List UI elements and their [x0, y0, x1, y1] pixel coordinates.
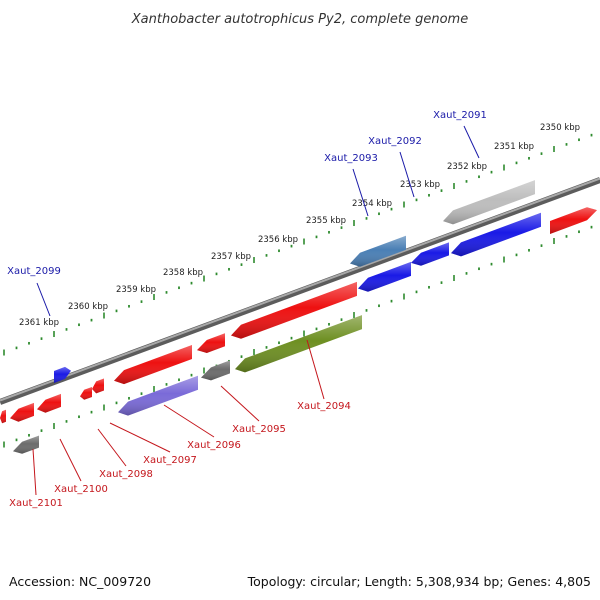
gene-arrow-shading — [350, 235, 406, 267]
kbp-label: 2361 kbp — [19, 318, 59, 328]
gene-arrow-shading — [443, 180, 535, 225]
kbp-tick-tracks — [3, 133, 593, 448]
gene-arrow-shading — [80, 387, 92, 400]
gene-arrow-shading — [197, 333, 225, 353]
gene-label-top[interactable]: Xaut_2093 — [324, 153, 378, 164]
gene-label-leader — [163, 404, 215, 438]
gene-features — [0, 180, 597, 454]
gene-arrow-shading — [114, 345, 192, 385]
gene-arrow-shading — [235, 315, 362, 373]
kbp-label: 2353 kbp — [400, 180, 440, 190]
gene-label-leader — [399, 151, 415, 198]
gene-label-bottom[interactable]: Xaut_2096 — [187, 440, 241, 451]
gene-arrow-shading — [54, 366, 71, 383]
gene-arrow-shading — [10, 402, 34, 422]
gene-arrow-shading — [358, 261, 411, 292]
gene-label-leader — [97, 428, 127, 467]
gene-label-leader — [36, 282, 51, 317]
gene-arrow-shading — [550, 207, 597, 234]
gene-label-bottom[interactable]: Xaut_2100 — [54, 484, 108, 495]
kbp-label: 2360 kbp — [68, 302, 108, 312]
kbp-label: 2355 kbp — [306, 216, 346, 226]
gene-label-leader — [32, 448, 37, 496]
kbp-scale-labels: 2350 kbp 2351 kbp 2352 kbp 2353 kbp 2354 kbp… — [19, 123, 580, 328]
kbp-label: 2359 kbp — [116, 285, 156, 295]
gene-label-leader — [59, 438, 82, 482]
genome-backbone — [0, 177, 600, 405]
gene-label-bottom[interactable]: Xaut_2094 — [297, 401, 351, 412]
gene-arrow-shading — [13, 435, 39, 454]
kbp-label: 2354 kbp — [352, 199, 392, 209]
kbp-label: 2350 kbp — [540, 123, 580, 133]
gene-arrow-shading — [451, 212, 541, 257]
map-title: Xanthobacter autotrophicus Py2, complete… — [131, 12, 468, 27]
kbp-label: 2352 kbp — [447, 162, 487, 172]
gene-label-bottom[interactable]: Xaut_2097 — [143, 455, 197, 466]
gene-arrow-shading — [118, 375, 198, 416]
gene-label-bottom[interactable]: Xaut_2095 — [232, 424, 286, 435]
accession-text: Accession: NC_009720 — [9, 574, 151, 589]
gene-label-leader — [306, 339, 325, 400]
gene-label-leaders — [32, 125, 480, 496]
gene-arrow-shading — [231, 281, 357, 339]
gene-label-leader — [220, 385, 260, 422]
gene-label-bottom[interactable]: Xaut_2101 — [9, 498, 63, 509]
gene-label-leader — [352, 168, 369, 217]
gene-label-leader — [109, 422, 171, 453]
gene-arrow-shading — [201, 360, 230, 381]
kbp-label: 2357 kbp — [211, 252, 251, 262]
gene-label-bottom[interactable]: Xaut_2098 — [99, 469, 153, 480]
gene-arrow-shading — [0, 409, 6, 424]
gene-labels: Xaut_2091 Xaut_2092 Xaut_2093 Xaut_2099 Xaut… — [7, 110, 487, 509]
gene-arrow-shading — [411, 242, 449, 266]
gene-arrow-shading — [92, 378, 104, 394]
kbp-label: 2351 kbp — [494, 142, 534, 152]
kbp-label: 2356 kbp — [258, 235, 298, 245]
gene-label-top[interactable]: Xaut_2092 — [368, 136, 422, 147]
gene-label-leader — [463, 125, 480, 159]
genome-summary-text: Topology: circular; Length: 5,308,934 bp… — [247, 574, 591, 589]
gene-label-top[interactable]: Xaut_2091 — [433, 110, 487, 121]
gene-label-top[interactable]: Xaut_2099 — [7, 266, 61, 277]
kbp-label: 2358 kbp — [163, 268, 203, 278]
gene-arrow-shading — [37, 393, 61, 413]
